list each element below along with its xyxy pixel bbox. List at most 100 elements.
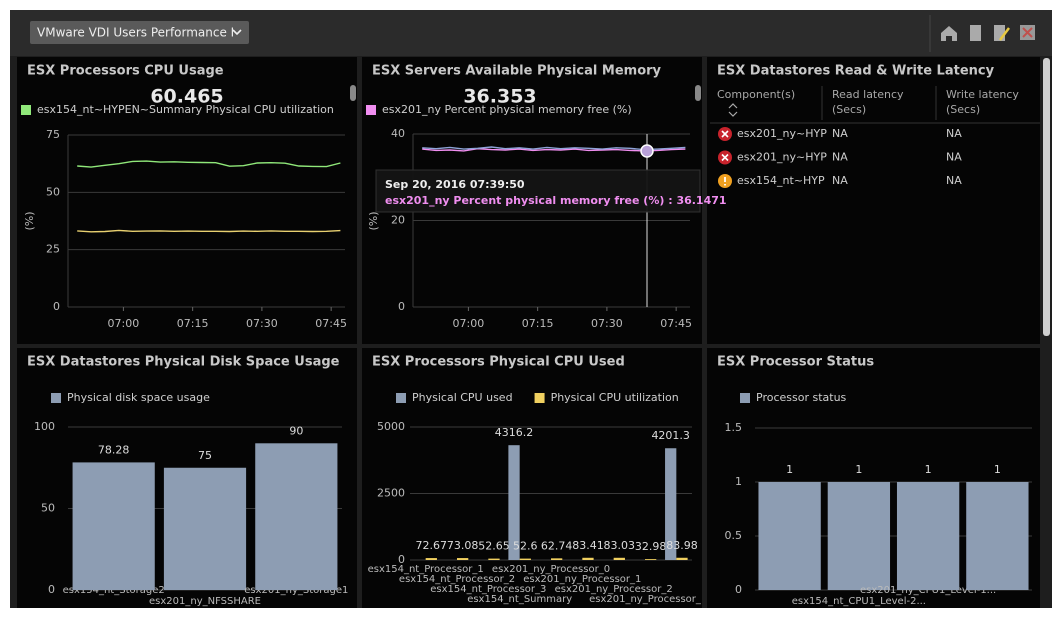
column-header: Read latency (Secs) [832, 88, 904, 116]
dropdown-arrow [232, 29, 242, 36]
x-tick-label: 07:30 [246, 317, 278, 330]
status-glyph [721, 130, 729, 138]
bar [613, 557, 625, 560]
x-tick-label: esx154_nt_Processor_2 [399, 574, 515, 585]
x-tick-label: 07:30 [591, 317, 623, 330]
column-header: Component(s) [717, 88, 795, 101]
x-tick-label: esx154_nt_Summary [467, 594, 572, 605]
bar [827, 482, 891, 590]
panel-title: ESX Processors CPU Usage [27, 64, 224, 79]
y-tick-label: 40 [391, 127, 405, 140]
panel-title: ESX Datastores Physical Disk Space Usage [27, 355, 340, 370]
data-label: 32.98 [635, 540, 667, 553]
bar [582, 557, 594, 560]
x-tick-label: esx201_ny_Processor_2 [555, 584, 673, 595]
table-cell: NA [946, 174, 962, 187]
data-label: 1 [994, 463, 1001, 476]
bar [665, 448, 677, 560]
y-tick-label: 2500 [377, 487, 405, 500]
legend-label: Physical CPU utilization [551, 391, 679, 404]
hover-marker [640, 144, 654, 158]
panel-title: ESX Processors Physical CPU Used [372, 355, 625, 370]
fullscreen-glyph [1022, 27, 1033, 38]
table-cell: esx201_ny~HYP [737, 151, 827, 164]
x-tick-label: esx201_ny_CPU1_Level-1... [860, 585, 996, 596]
y-tick-label: 1 [735, 475, 742, 488]
y-tick-label: 0 [48, 583, 55, 596]
tooltip-title: Sep 20, 2016 07:39:50 [385, 178, 525, 191]
y-tick-label: 0 [735, 583, 742, 596]
bar [758, 482, 821, 590]
current-value: 36.353 [463, 86, 536, 108]
column-header-line: (Secs) [946, 103, 980, 116]
tooltip [375, 169, 701, 213]
panel-title: ESX Datastores Read & Write Latency [717, 64, 995, 79]
table-cell: NA [832, 127, 848, 140]
data-label: 83.98 [666, 539, 698, 552]
report-icon[interactable] [970, 25, 981, 41]
legend-swatch [51, 393, 61, 403]
data-label: 73.08 [447, 539, 479, 552]
scrollbar[interactable] [350, 85, 356, 101]
x-tick-label: 07:15 [522, 317, 554, 330]
x-tick-label: esx154_nt_Processor_3 [430, 584, 546, 595]
data-label: 1 [925, 463, 932, 476]
data-label: 83.41 [572, 539, 604, 552]
table-cell: NA [832, 174, 848, 187]
y-tick-label: 1.5 [725, 421, 743, 434]
y-tick-label: 20 [391, 214, 405, 227]
panel [362, 348, 702, 608]
table-cell: NA [832, 151, 848, 164]
edit-icon[interactable] [994, 25, 1005, 41]
y-tick-label: 100 [34, 420, 55, 433]
home-icon[interactable] [941, 26, 957, 41]
table-cell: esx154_nt~HYP [737, 174, 825, 187]
x-tick-label: esx154_nt_Processor_1 [368, 564, 484, 575]
legend-label: esx154_nt~HYPEN~Summary Physical CPU uti… [37, 103, 334, 116]
column-header-line: (Secs) [832, 103, 866, 116]
panel [707, 57, 1040, 344]
legend-label: Physical CPU used [412, 391, 513, 404]
y-tick-label: 0 [398, 553, 405, 566]
y-tick-label: 50 [41, 502, 55, 515]
y-tick-label: 0.5 [725, 529, 743, 542]
bar [551, 558, 563, 560]
line-series [77, 229, 341, 233]
y-axis-label: (%) [23, 211, 36, 230]
legend-swatch [21, 105, 31, 115]
y-tick-label: 0 [398, 300, 405, 313]
sort-icon [728, 103, 738, 117]
scrollbar[interactable] [695, 85, 701, 101]
table-cell: NA [946, 127, 962, 140]
x-tick-label: esx154_nt_CPU1_Level-2... [792, 596, 926, 607]
x-tick-label: esx201_ny_Processor_0 [492, 564, 610, 575]
legend-swatch [534, 393, 545, 403]
y-tick-label: 0 [53, 300, 60, 313]
y-tick-label: 5000 [377, 420, 405, 433]
tooltip-text: esx201_ny Percent physical memory free (… [385, 194, 727, 207]
data-label: 78.28 [98, 443, 130, 456]
bar [508, 445, 520, 560]
bar [966, 482, 1029, 590]
bar [457, 558, 469, 560]
dashboard-select[interactable] [30, 21, 249, 44]
x-tick-label: 07:15 [177, 317, 209, 330]
data-label: 72.67 [416, 539, 448, 552]
pencil [999, 27, 1010, 41]
data-label: 90 [289, 424, 303, 437]
y-tick-label: 25 [46, 243, 60, 256]
bar [896, 482, 960, 590]
data-label: 83.03 [604, 539, 636, 552]
status-glyph [721, 153, 729, 162]
page-scrollbar[interactable] [1043, 58, 1050, 336]
legend-label: Processor status [756, 391, 847, 404]
line-series [77, 160, 341, 168]
data-label: 52.6 [513, 540, 538, 553]
bar [519, 558, 531, 560]
data-label: 1 [855, 463, 862, 476]
x-tick-label: esx201_ny_NFSSHARE [149, 596, 261, 607]
x-tick-label: 07:00 [108, 317, 140, 330]
x-tick-label: esx154_nt_Storage2 [63, 585, 165, 596]
column-header-line: Write latency [946, 88, 1019, 101]
